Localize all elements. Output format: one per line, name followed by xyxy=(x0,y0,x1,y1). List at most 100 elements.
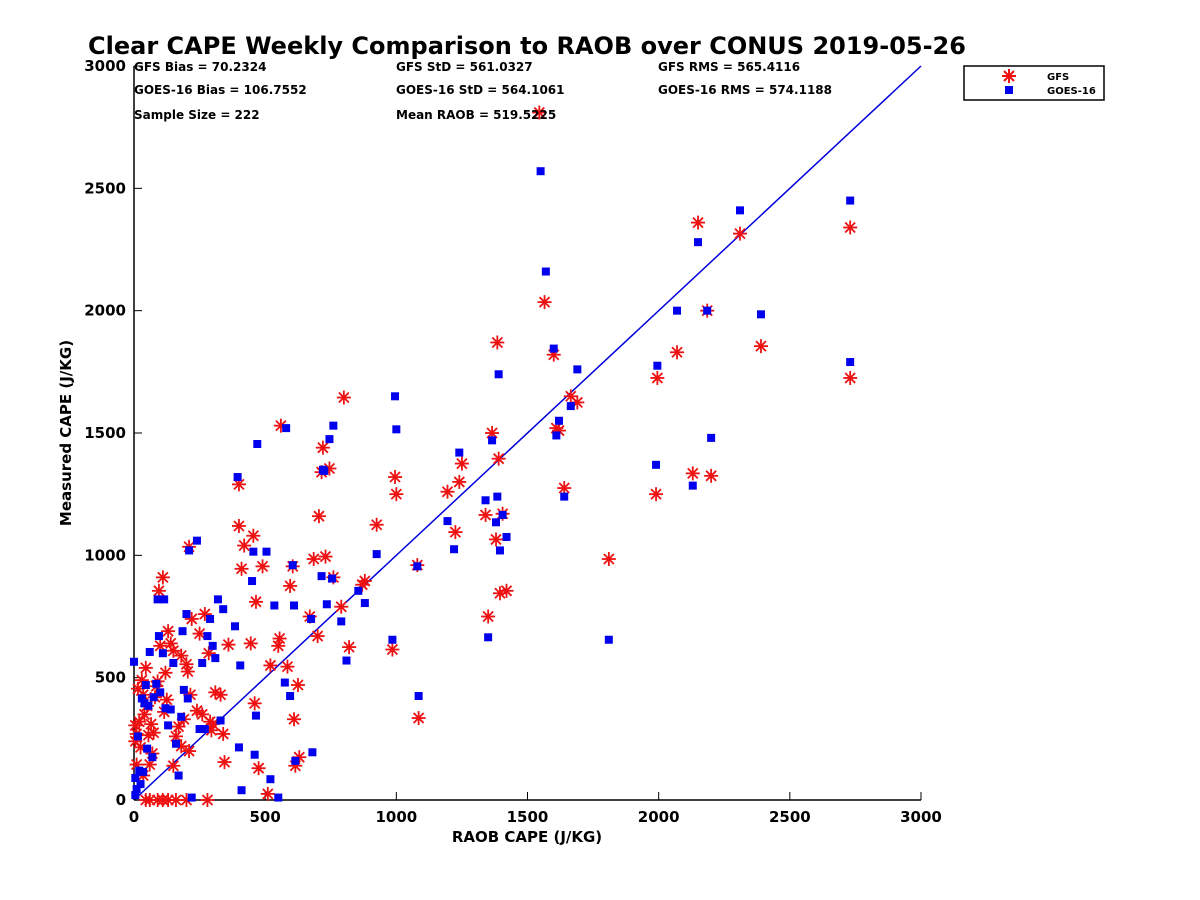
point-goes16 xyxy=(360,599,369,608)
point-goes16 xyxy=(846,196,855,205)
point-gfs xyxy=(283,578,298,593)
point-goes16 xyxy=(253,440,262,449)
point-gfs xyxy=(440,484,455,499)
point-goes16 xyxy=(131,791,140,800)
point-goes16 xyxy=(317,572,326,581)
point-gfs xyxy=(280,659,295,674)
point-goes16 xyxy=(443,517,452,526)
point-gfs xyxy=(168,729,183,744)
point-goes16 xyxy=(203,632,212,641)
point-goes16 xyxy=(328,574,337,583)
point-goes16 xyxy=(137,694,146,703)
point-gfs xyxy=(144,717,159,732)
point-gfs xyxy=(179,657,194,672)
y-tick-label: 0 xyxy=(116,791,126,809)
point-goes16 xyxy=(178,627,187,636)
point-gfs xyxy=(246,528,261,543)
point-gfs xyxy=(649,487,664,502)
point-gfs xyxy=(843,220,858,235)
point-goes16 xyxy=(481,496,490,505)
point-gfs xyxy=(334,599,349,614)
point-goes16 xyxy=(152,679,161,688)
series-goes16 xyxy=(130,167,855,802)
point-gfs xyxy=(290,678,305,693)
point-gfs xyxy=(247,696,262,711)
stat-gfs-rms: GFS RMS = 565.4116 xyxy=(658,60,800,74)
point-goes16 xyxy=(160,595,169,604)
point-gfs xyxy=(248,594,263,609)
point-gfs xyxy=(411,711,426,726)
point-gfs xyxy=(704,468,719,483)
point-goes16 xyxy=(536,167,545,176)
point-goes16 xyxy=(249,547,258,556)
point-goes16 xyxy=(192,536,201,545)
point-gfs xyxy=(537,295,552,310)
point-gfs xyxy=(237,538,252,553)
point-goes16 xyxy=(492,518,501,527)
point-gfs xyxy=(306,552,321,567)
point-goes16 xyxy=(307,614,316,623)
series-gfs xyxy=(128,105,858,807)
point-goes16 xyxy=(286,692,295,701)
y-tick-label: 2000 xyxy=(84,302,126,320)
point-gfs xyxy=(182,744,197,759)
point-goes16 xyxy=(560,492,569,501)
legend-goes16-label: GOES-16 xyxy=(1047,86,1096,97)
point-goes16 xyxy=(251,711,260,720)
x-tick-label: 2500 xyxy=(769,808,811,826)
point-goes16 xyxy=(756,310,765,319)
legend: GFS GOES-16 xyxy=(963,65,1105,101)
point-goes16 xyxy=(233,473,242,482)
point-goes16 xyxy=(735,206,744,215)
point-goes16 xyxy=(450,545,459,554)
point-goes16 xyxy=(325,435,334,444)
point-goes16 xyxy=(673,306,682,315)
point-gfs xyxy=(155,793,170,807)
point-goes16 xyxy=(183,694,192,703)
points-layer xyxy=(128,105,858,807)
point-goes16 xyxy=(455,448,464,457)
point-goes16 xyxy=(282,424,291,433)
point-gfs xyxy=(315,440,330,455)
point-goes16 xyxy=(493,492,502,501)
point-goes16 xyxy=(206,614,215,623)
point-gfs xyxy=(166,758,181,773)
point-goes16 xyxy=(392,425,401,434)
point-goes16 xyxy=(342,656,351,665)
point-goes16 xyxy=(213,595,222,604)
x-tick-label: 1500 xyxy=(507,808,549,826)
point-goes16 xyxy=(135,766,144,775)
stat-mean-raob: Mean RAOB = 519.5225 xyxy=(396,108,556,122)
point-goes16 xyxy=(148,753,157,762)
point-gfs xyxy=(141,728,156,743)
legend-gfs-marker xyxy=(1002,69,1016,83)
point-gfs xyxy=(563,389,578,404)
point-goes16 xyxy=(182,610,191,619)
point-goes16 xyxy=(318,465,327,474)
point-gfs xyxy=(200,793,215,807)
point-goes16 xyxy=(156,688,165,697)
point-gfs xyxy=(151,583,166,598)
point-goes16 xyxy=(236,661,245,670)
point-goes16 xyxy=(290,601,299,610)
point-gfs xyxy=(189,703,204,718)
point-gfs xyxy=(492,586,507,601)
point-goes16 xyxy=(237,786,246,795)
point-goes16 xyxy=(707,433,716,442)
point-goes16 xyxy=(208,641,217,650)
point-goes16 xyxy=(549,344,558,353)
point-gfs xyxy=(650,370,665,385)
point-gfs xyxy=(336,390,351,405)
point-goes16 xyxy=(234,743,243,752)
point-goes16 xyxy=(130,657,138,666)
point-goes16 xyxy=(329,421,338,430)
point-goes16 xyxy=(262,547,271,556)
point-goes16 xyxy=(161,704,170,713)
point-goes16 xyxy=(219,605,228,614)
point-goes16 xyxy=(154,632,163,641)
point-gfs xyxy=(532,105,547,120)
point-gfs xyxy=(691,215,706,230)
reference-line-layer xyxy=(133,65,922,801)
point-gfs xyxy=(216,726,231,741)
